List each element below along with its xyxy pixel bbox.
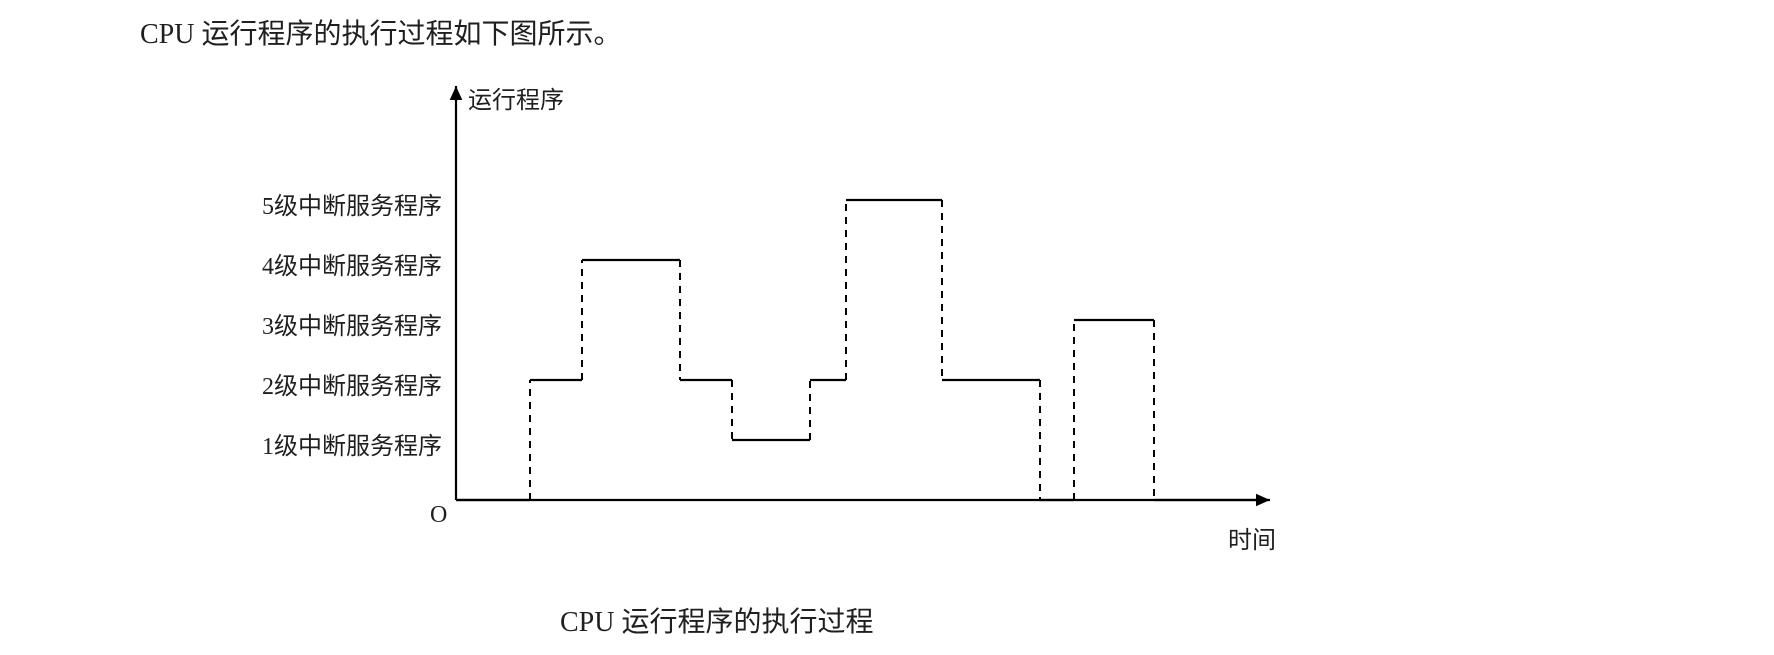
ylabel-1: 1级中断服务程序: [262, 426, 442, 461]
x-axis-title: 时间: [1228, 520, 1276, 555]
intro-text: CPU 运行程序的执行过程如下图所示。: [140, 12, 621, 52]
ylabel-2: 2级中断服务程序: [262, 366, 442, 401]
ylabel-3: 3级中断服务程序: [262, 306, 442, 341]
ylabel-5: 5级中断服务程序: [262, 186, 442, 221]
cpu-step-chart: 1级中断服务程序 2级中断服务程序 3级中断服务程序 4级中断服务程序 5级中断…: [210, 70, 1310, 550]
page: CPU 运行程序的执行过程如下图所示。 1级中断服务程序 2级中断服务程序 3级…: [0, 0, 1774, 655]
figure-caption: CPU 运行程序的执行过程: [560, 600, 873, 640]
origin-label: O: [430, 502, 447, 529]
y-axis-title: 运行程序: [468, 80, 564, 115]
ylabel-4: 4级中断服务程序: [262, 246, 442, 281]
